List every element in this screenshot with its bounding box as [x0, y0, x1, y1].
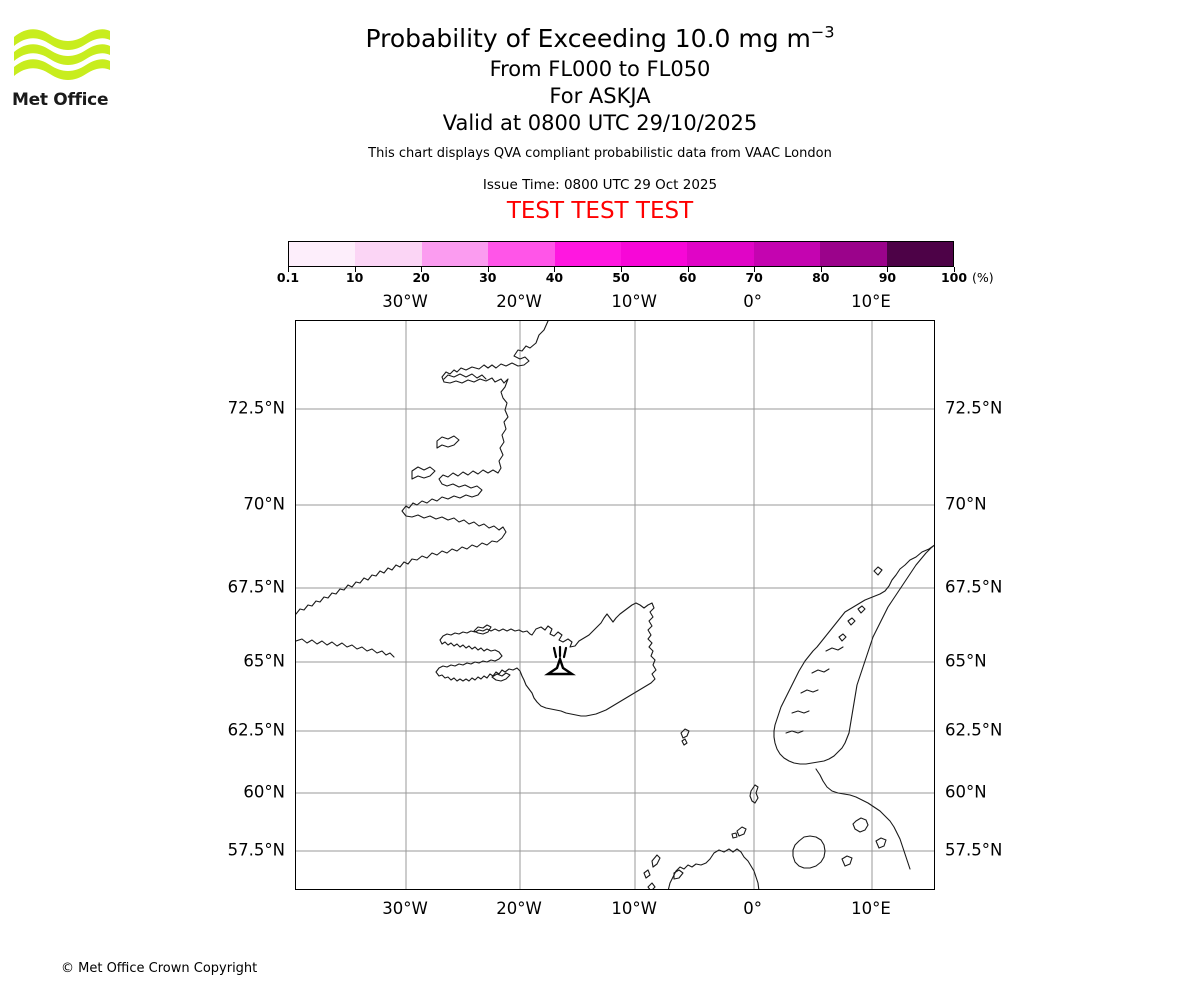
greenland-fjords-lower: [411, 466, 436, 480]
lon-label-top-20°W: 20°W: [496, 292, 542, 311]
flight-level-subtitle: From FL000 to FL050: [489, 57, 711, 81]
colorbar-gradient: [288, 241, 954, 267]
colorbar-unit-label: (%): [972, 270, 994, 285]
colorbar-segment-40-50: [554, 242, 622, 266]
colorbar-tickmarks: [288, 267, 955, 283]
probability-colorbar: [288, 241, 954, 267]
sweden-denmark-coastline: [792, 768, 911, 870]
lon-label-bottom-10°W: 10°W: [611, 899, 657, 918]
copyright-notice: © Met Office Crown Copyright: [61, 961, 258, 976]
colorbar-tick-label-30: 30: [479, 270, 497, 285]
colorbar-segment-90-100: [886, 242, 954, 266]
lat-label-right-62.5°N: 62.5°N: [945, 720, 1003, 740]
lat-label-right-60°N: 60°N: [945, 782, 987, 802]
page-title-exponent: −3: [810, 22, 835, 42]
iceland-coastline: [435, 602, 657, 717]
colorbar-tick-label-10: 10: [345, 270, 364, 285]
denmark-islands: [841, 837, 887, 867]
qva-note: This chart displays QVA compliant probab…: [368, 146, 832, 161]
map-gridlines: [296, 321, 934, 889]
issue-time: Issue Time: 0800 UTC 29 Oct 2025: [482, 177, 718, 193]
colorbar-tick-label-20: 20: [412, 270, 430, 285]
lat-label-left-62.5°N: 62.5°N: [227, 720, 285, 740]
test-banner: TEST TEST TEST: [506, 198, 694, 224]
lat-label-left-57.5°N: 57.5°N: [227, 840, 285, 860]
colorbar-tick-label-0.1: 0.1: [276, 270, 300, 285]
colorbar-segment-10-20: [355, 242, 422, 266]
colorbar-tick-60: [687, 267, 689, 272]
hebrides-islands: [643, 854, 661, 889]
lat-label-right-65°N: 65°N: [945, 651, 987, 671]
map-canvas[interactable]: [295, 320, 935, 890]
colorbar-segment-80-90: [820, 242, 887, 266]
scotland-inner-detail: [673, 869, 684, 880]
colorbar-tick-80: [820, 267, 822, 272]
colorbar-segment-50-60: [621, 242, 688, 266]
norway-fjord-detail: [785, 646, 844, 734]
lon-label-top-0°: 0°: [743, 292, 762, 311]
lat-label-left-60°N: 60°N: [243, 782, 285, 802]
lat-label-right-57.5°N: 57.5°N: [945, 840, 1003, 860]
page-title: Probability of Exceeding 10.0 mg m−3: [0, 22, 1200, 56]
askja-volcano-marker: [544, 645, 576, 676]
lon-label-bottom-20°W: 20°W: [496, 899, 542, 918]
lon-label-bottom-10°E: 10°E: [851, 899, 891, 918]
colorbar-tick-100: [954, 267, 955, 272]
colorbar-tick-10: [354, 267, 356, 272]
orkney-islands: [731, 826, 747, 839]
lon-label-bottom-30°W: 30°W: [382, 899, 428, 918]
lat-label-right-72.5°N: 72.5°N: [945, 398, 1003, 418]
colorbar-segment-0.1-10: [289, 242, 356, 266]
colorbar-tick-label-40: 40: [545, 270, 564, 285]
greenland-south-coast: [296, 638, 395, 658]
lon-label-top-30°W: 30°W: [382, 292, 428, 311]
met-office-wordmark: Met Office: [12, 90, 109, 110]
colorbar-tick-label-100: 100: [940, 270, 968, 285]
colorbar-tick-20: [421, 267, 423, 272]
volcano-subtitle: For ASKJA: [549, 84, 651, 108]
faroe-islands: [680, 728, 690, 746]
chart-title-block: Probability of Exceeding 10.0 mg m−3 Fro…: [0, 22, 1200, 224]
page-title-text: Probability of Exceeding 10.0 mg m: [365, 24, 811, 53]
colorbar-segment-30-40: [488, 242, 555, 266]
colorbar-tick-50: [621, 267, 622, 272]
lon-label-top-10°E: 10°E: [851, 292, 891, 311]
lat-label-left-65°N: 65°N: [243, 651, 285, 671]
greenland-coastline: [296, 321, 549, 615]
lon-label-bottom-0°: 0°: [743, 899, 762, 918]
lat-label-left-72.5°N: 72.5°N: [227, 398, 285, 418]
iceland-west-peninsula: [491, 672, 511, 682]
colorbar-tick-40: [554, 267, 556, 272]
colorbar-tick-30: [487, 267, 489, 272]
colorbar-tick-label-80: 80: [812, 270, 830, 285]
met-office-logo: Met Office: [12, 25, 112, 115]
lon-label-top-10°W: 10°W: [611, 292, 657, 311]
norway-coastline: [773, 544, 934, 765]
shetland-islands: [749, 784, 759, 804]
met-office-wave-icon: [14, 29, 110, 80]
map-geography: [296, 321, 934, 889]
colorbar-segment-20-30: [421, 242, 489, 266]
scotland-coastline: [667, 848, 760, 889]
colorbar-segment-70-80: [753, 242, 821, 266]
lat-label-left-70°N: 70°N: [243, 494, 285, 514]
colorbar-tick-label-90: 90: [878, 270, 897, 285]
valid-time-subtitle: Valid at 0800 UTC 29/10/2025: [442, 111, 758, 135]
colorbar-tick-label-50: 50: [612, 270, 630, 285]
lat-label-right-67.5°N: 67.5°N: [945, 577, 1003, 597]
iceland-westfjords: [473, 624, 492, 635]
colorbar-segment-60-70: [687, 242, 754, 266]
colorbar-tick-labels: 0.1 10 20 30 40 50 60 70 80 90 100: [277, 270, 967, 286]
norway-offshore-islands: [838, 566, 883, 642]
lat-label-left-67.5°N: 67.5°N: [227, 577, 285, 597]
colorbar-tick-70: [754, 267, 756, 272]
colorbar-tick-label-70: 70: [745, 270, 763, 285]
greenland-fjords-north: [443, 373, 487, 380]
colorbar-tick-90: [887, 267, 889, 272]
colorbar-tick-0.1: [288, 267, 289, 272]
lat-label-right-70°N: 70°N: [945, 494, 987, 514]
greenland-fjords-mid: [436, 435, 460, 449]
colorbar-tick-label-60: 60: [678, 270, 697, 285]
